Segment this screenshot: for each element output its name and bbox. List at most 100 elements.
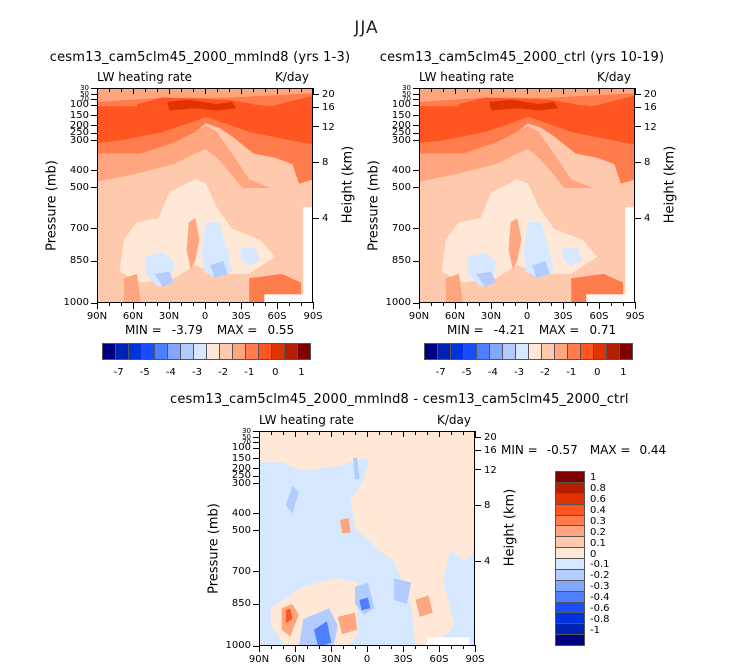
y-tick-label: 850 — [231, 598, 251, 610]
y-tick — [413, 115, 419, 117]
x-minor-tick-top — [300, 88, 302, 92]
y-tick — [253, 513, 259, 515]
colorbar-swatch — [490, 344, 503, 359]
colorbar-swatch — [556, 537, 584, 549]
x-minor-tick-top — [550, 88, 552, 92]
figure-title: JJA — [354, 18, 379, 38]
x-minor-tick-top — [466, 88, 468, 92]
colorbar-swatch — [451, 344, 464, 359]
colorbar-swatch — [529, 344, 542, 359]
min-value: -4.21 — [493, 323, 525, 337]
max-label: MAX = — [216, 323, 258, 337]
y-tick — [253, 442, 259, 444]
y-tick — [91, 140, 97, 142]
colorbar-label: -1 — [566, 367, 577, 378]
x-minor-tick — [474, 645, 476, 649]
colorbar-label: -0.6 — [590, 603, 610, 615]
y-right-tick — [313, 93, 319, 95]
y-right-tick-label: 16 — [644, 102, 657, 114]
colorbar-swatch — [246, 344, 259, 359]
colorbar-swatch — [464, 344, 477, 359]
contour-band — [339, 518, 351, 533]
y-tick — [91, 170, 97, 172]
x-minor-tick — [96, 302, 98, 306]
x-minor-tick-top — [240, 88, 242, 92]
colorbar-label: -3 — [191, 367, 202, 378]
min-label: MIN = — [447, 323, 484, 337]
colorbar-swatch — [438, 344, 451, 359]
y-tick — [253, 458, 259, 460]
x-minor-tick-top — [474, 431, 476, 435]
x-minor-tick — [478, 302, 480, 306]
x-minor-tick — [240, 302, 242, 306]
y-tick — [413, 302, 419, 304]
x-minor-tick — [454, 302, 456, 306]
y-tick-label: 300 — [391, 134, 411, 146]
x-minor-tick-top — [312, 88, 314, 92]
y-tick — [253, 475, 259, 477]
x-minor-tick — [390, 645, 392, 649]
x-minor-tick-top — [96, 88, 98, 92]
colorbar-label: 0.4 — [590, 504, 606, 516]
x-minor-tick — [276, 302, 278, 306]
y-tick — [253, 468, 259, 470]
colorbar-swatch — [233, 344, 246, 359]
x-minor-tick — [282, 645, 284, 649]
colorbar — [555, 471, 585, 646]
y-tick-label: 250 — [69, 127, 89, 139]
colorbar-label: 0 — [594, 367, 601, 378]
colorbar-swatch — [298, 344, 310, 359]
contour-band — [186, 218, 200, 270]
colorbar-swatch — [259, 344, 272, 359]
contour-band — [167, 99, 237, 111]
x-minor-tick-top — [354, 431, 356, 435]
x-minor-tick — [312, 302, 314, 306]
colorbar-label: -5 — [139, 367, 150, 378]
x-minor-tick — [450, 645, 452, 649]
y-tick-label: 100 — [69, 99, 89, 111]
y-right-tick — [313, 106, 319, 108]
colorbar-swatch — [568, 344, 581, 359]
x-minor-tick-top — [438, 431, 440, 435]
x-minor-tick-top — [462, 431, 464, 435]
y-tick — [91, 132, 97, 134]
y-right-tick-label: 16 — [322, 102, 335, 114]
y-tick-label: 30 — [80, 83, 89, 92]
y-right-tick — [475, 504, 481, 506]
y-tick-label: 70 — [402, 95, 411, 104]
x-minor-tick — [192, 302, 194, 306]
y-tick — [91, 104, 97, 106]
x-minor-tick — [622, 302, 624, 306]
colorbar-swatch — [477, 344, 490, 359]
min-value: -3.79 — [171, 323, 203, 337]
contour-band — [350, 432, 474, 645]
colorbar-label: 0.6 — [590, 493, 606, 505]
x-minor-tick — [574, 302, 576, 306]
colorbar-swatch — [220, 344, 233, 359]
y-tick-label: 850 — [69, 255, 89, 267]
colorbar-label: -0.4 — [590, 592, 610, 604]
y-right-tick — [475, 436, 481, 438]
y-axis-label-right: Height (km) — [662, 145, 678, 223]
x-minor-tick-top — [258, 431, 260, 435]
contour-band — [415, 595, 433, 617]
x-minor-tick — [462, 645, 464, 649]
y-tick-label: 400 — [231, 507, 251, 519]
y-tick — [91, 228, 97, 230]
max-value: 0.44 — [639, 443, 667, 457]
min-max-readout: MIN = -4.21 MAX = 0.71 — [447, 323, 626, 337]
min-max-readout: MIN = -3.79 MAX = 0.55 — [125, 323, 304, 337]
y-tick-label: 400 — [391, 164, 411, 176]
y-tick-label: 100 — [231, 442, 251, 454]
colorbar-swatch — [181, 344, 194, 359]
x-minor-tick — [538, 302, 540, 306]
x-minor-tick — [414, 645, 416, 649]
y-tick — [91, 93, 97, 95]
x-tick-label: 90N — [408, 311, 430, 322]
y-tick — [413, 87, 419, 89]
x-minor-tick — [430, 302, 432, 306]
colorbar-swatch — [425, 344, 438, 359]
colorbar-swatch — [556, 602, 584, 614]
y-tick-label: 700 — [231, 565, 251, 577]
x-minor-tick-top — [306, 431, 308, 435]
